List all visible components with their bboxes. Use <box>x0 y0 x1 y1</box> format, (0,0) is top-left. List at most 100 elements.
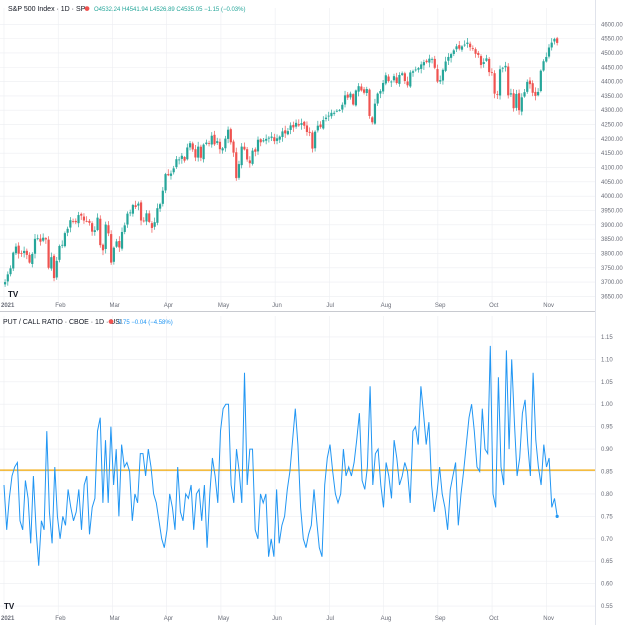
candle <box>150 221 154 233</box>
candle <box>547 44 551 59</box>
candle-body <box>202 144 205 160</box>
candle <box>352 93 355 106</box>
spx-y-tick-label: 4500.00 <box>601 51 623 57</box>
candle-body <box>52 255 56 279</box>
candle-body <box>482 62 485 64</box>
candle <box>455 43 458 52</box>
candle <box>240 143 243 169</box>
candle <box>158 202 162 212</box>
candle-body <box>430 58 434 60</box>
candle-body <box>493 73 496 94</box>
pcr-x-tick-label: Oct <box>489 616 499 622</box>
candle-body <box>91 223 94 232</box>
candle-body <box>509 93 513 95</box>
candle <box>118 236 121 252</box>
tradingview-logo-top[interactable]: TV <box>8 290 19 299</box>
candle-body <box>213 134 216 145</box>
candle <box>449 52 453 63</box>
spx-x-tick-label: Aug <box>381 303 392 309</box>
candle-body <box>96 217 99 231</box>
candle-body <box>373 103 377 124</box>
candle-body <box>526 81 529 92</box>
candle <box>207 140 211 147</box>
candle-body <box>324 117 328 120</box>
candle <box>520 93 523 116</box>
candle <box>406 76 409 88</box>
candle <box>330 109 333 119</box>
candle <box>523 89 526 98</box>
pcr-title[interactable]: PUT / CALL RATIO · CBOE · 1D · USI <box>3 319 122 326</box>
candle <box>436 64 439 84</box>
candle-body <box>308 131 311 133</box>
candle-body <box>471 48 474 49</box>
pcr-y-tick-label: 1.15 <box>601 335 613 341</box>
candle <box>463 40 466 47</box>
candle-body <box>101 244 105 251</box>
candle <box>216 137 219 145</box>
candle <box>224 135 227 152</box>
spx-y-tick-label: 4350.00 <box>601 94 623 100</box>
candle <box>36 234 39 241</box>
tradingview-logo-bottom[interactable]: TV <box>4 602 15 611</box>
candle-body <box>232 141 235 153</box>
candle-body <box>455 46 458 50</box>
candle <box>139 200 143 226</box>
candle-body <box>436 69 439 82</box>
candle-body <box>216 141 219 143</box>
pcr-y-tick-label: 0.55 <box>601 604 613 610</box>
candle-body <box>85 220 88 222</box>
spx-title[interactable]: S&P 500 Index · 1D · SP <box>8 6 86 13</box>
candle-body <box>409 72 412 87</box>
candle-body <box>311 132 314 149</box>
candle <box>142 217 145 223</box>
candle-body <box>485 58 488 61</box>
candle <box>80 212 83 220</box>
candle <box>186 143 189 161</box>
candle-body <box>123 225 126 232</box>
candle <box>226 126 230 144</box>
candle <box>425 59 428 64</box>
candle <box>44 237 47 244</box>
candle-body <box>305 125 309 132</box>
candle-body <box>107 225 110 234</box>
candle-body <box>153 222 156 227</box>
candle-body <box>69 220 72 228</box>
candle <box>303 120 306 129</box>
candle <box>390 80 393 87</box>
candle-body <box>428 58 431 63</box>
candle <box>273 133 276 145</box>
pcr-x-tick-label: Sep <box>435 616 446 622</box>
candle-body <box>194 149 197 158</box>
pcr-y-tick-label: 0.90 <box>601 447 613 453</box>
candle <box>485 54 488 62</box>
candle-body <box>376 93 379 104</box>
candle-body <box>545 56 548 62</box>
candle-body <box>139 202 143 221</box>
pcr-x-tick-label: Apr <box>164 616 173 622</box>
pcr-x-tick-label: Feb <box>55 616 66 622</box>
spx-y-tick-label: 3950.00 <box>601 208 623 214</box>
candle <box>267 136 270 143</box>
pcr-y-tick-label: 0.70 <box>601 537 613 543</box>
candle <box>20 250 23 257</box>
candle <box>123 222 126 235</box>
candle <box>281 127 284 142</box>
candle <box>444 56 447 73</box>
candle-body <box>93 230 96 232</box>
candle <box>308 127 311 137</box>
spx-status-dot <box>84 6 90 11</box>
candle-body <box>156 208 159 223</box>
candle-body <box>343 95 347 105</box>
candle-body <box>142 220 145 222</box>
candle <box>341 102 344 113</box>
candle-body <box>338 110 341 112</box>
candle-body <box>333 112 336 114</box>
candle <box>553 37 556 45</box>
candle-body <box>439 80 442 82</box>
candle <box>213 130 216 146</box>
candle <box>539 69 542 93</box>
candle <box>365 86 368 96</box>
candle-body <box>3 282 7 285</box>
candle <box>292 121 295 132</box>
candle <box>401 71 404 77</box>
